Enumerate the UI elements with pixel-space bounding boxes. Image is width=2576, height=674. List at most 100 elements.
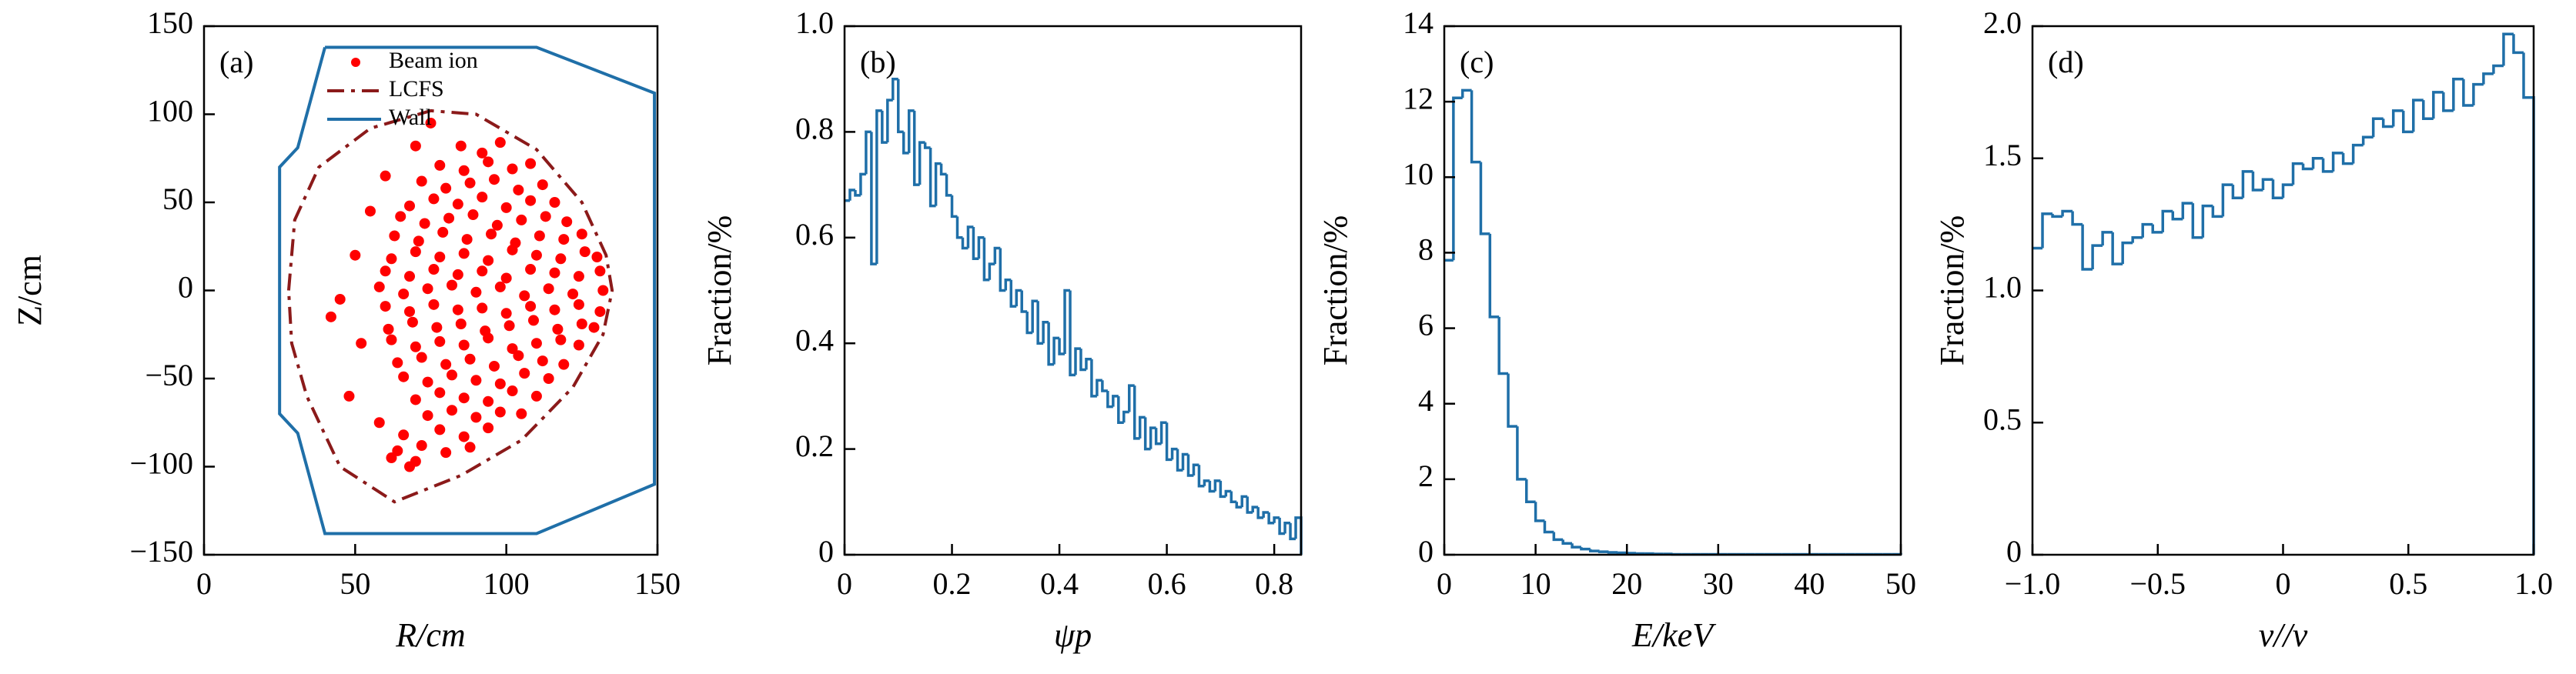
scatter-point [410, 140, 421, 152]
scatter-point [552, 323, 564, 335]
histogram-step [928, 148, 936, 208]
x-tick-label: 0 [196, 566, 212, 601]
x-axis-label: E/keV [1631, 616, 1717, 654]
histogram-step [1235, 502, 1243, 509]
scatter-point [561, 216, 573, 228]
histogram-step [982, 237, 990, 282]
histogram-step [2381, 118, 2394, 128]
scatter-point [494, 281, 506, 292]
x-tick-label: −0.5 [2129, 566, 2186, 601]
histogram-step [1516, 426, 1527, 481]
scatter-point [392, 357, 403, 369]
histogram-step [2181, 202, 2193, 219]
histogram-step [2371, 117, 2384, 138]
histogram-step [1460, 88, 1472, 98]
histogram-step [2281, 183, 2293, 199]
histogram-step [1138, 415, 1146, 439]
scatter-point [543, 283, 554, 295]
scatter-point [398, 371, 410, 382]
histogram-step [1571, 543, 1581, 549]
scatter-point [356, 338, 367, 349]
scatter-point [446, 405, 457, 416]
scatter-point [343, 390, 355, 402]
histogram-step [972, 227, 979, 261]
x-tick-label: 40 [1794, 566, 1825, 601]
histogram-step [912, 110, 920, 186]
scatter-point [452, 199, 463, 210]
x-tick-label: 0.2 [933, 566, 972, 601]
scatter-point [434, 159, 446, 171]
histogram-step [1090, 359, 1097, 398]
histogram-step [1063, 289, 1071, 354]
scatter-point [434, 251, 446, 262]
scatter-point [389, 230, 400, 242]
scatter-point [364, 205, 376, 217]
histogram-step [2422, 100, 2434, 120]
histogram-step [1159, 421, 1167, 444]
histogram-step [1058, 338, 1066, 355]
histogram-step [2081, 224, 2093, 271]
histogram-step [886, 98, 893, 143]
histogram-step [1278, 517, 1286, 536]
scatter-point [530, 390, 542, 402]
histogram-step [1165, 422, 1173, 462]
histogram-step [1085, 358, 1092, 370]
histogram-step [2331, 152, 2343, 172]
histogram-step [1224, 489, 1232, 497]
scatter-point [503, 320, 515, 332]
y-tick-label: 10 [1403, 156, 1434, 191]
histogram-step [854, 189, 861, 197]
scatter-point [410, 394, 421, 405]
scatter-point [483, 255, 494, 266]
scatter-point [573, 339, 584, 351]
x-axis-label: ψp [1054, 616, 1092, 654]
scatter-point [404, 271, 416, 282]
histogram-step [2492, 64, 2504, 74]
scatter-point [458, 339, 470, 351]
scatter-point [386, 253, 397, 265]
histogram-step [2361, 135, 2374, 145]
scatter-point [530, 249, 542, 261]
y-tick-label: 2.0 [1983, 5, 2022, 40]
histogram-step [923, 142, 931, 149]
y-axis-label: Fraction/% [1316, 215, 1354, 366]
histogram-step [2221, 183, 2233, 217]
scatter-point [380, 265, 391, 277]
scatter-point [350, 249, 361, 261]
scatter-point [406, 316, 418, 328]
scatter-point [500, 308, 512, 319]
scatter-point [470, 412, 482, 423]
scatter-point [410, 341, 421, 352]
scatter-point [431, 322, 443, 333]
scatter-point [576, 229, 587, 240]
scatter-point [386, 452, 397, 464]
scatter-point [488, 360, 500, 372]
y-tick-label: −150 [129, 534, 193, 569]
histogram-step [934, 162, 942, 206]
boundary-line [286, 108, 614, 504]
histogram-step [1031, 299, 1039, 333]
y-tick-label: 0 [178, 270, 193, 305]
histogram-step [1561, 539, 1573, 546]
panel-annotation: (d) [2048, 45, 2084, 79]
scatter-point [404, 461, 416, 472]
y-tick-label: 1.0 [795, 5, 834, 40]
histogram-step [1203, 479, 1210, 486]
histogram-step [977, 236, 985, 259]
scatter-point [477, 147, 488, 158]
scatter-point [464, 177, 476, 189]
scatter-point [507, 163, 518, 175]
scatter-point [555, 334, 567, 345]
scatter-point [507, 343, 518, 355]
scatter-point [428, 264, 440, 275]
scatter-point [516, 214, 527, 225]
scatter-point [425, 117, 437, 128]
scatter-point [516, 408, 527, 419]
scatter-point [416, 175, 427, 187]
histogram-step [2502, 32, 2514, 66]
y-tick-label: 0.8 [795, 112, 834, 146]
boundary-line [278, 45, 657, 536]
y-axis-label: Fraction/% [1933, 215, 1971, 366]
x-tick-label: −1.0 [2005, 566, 2061, 601]
